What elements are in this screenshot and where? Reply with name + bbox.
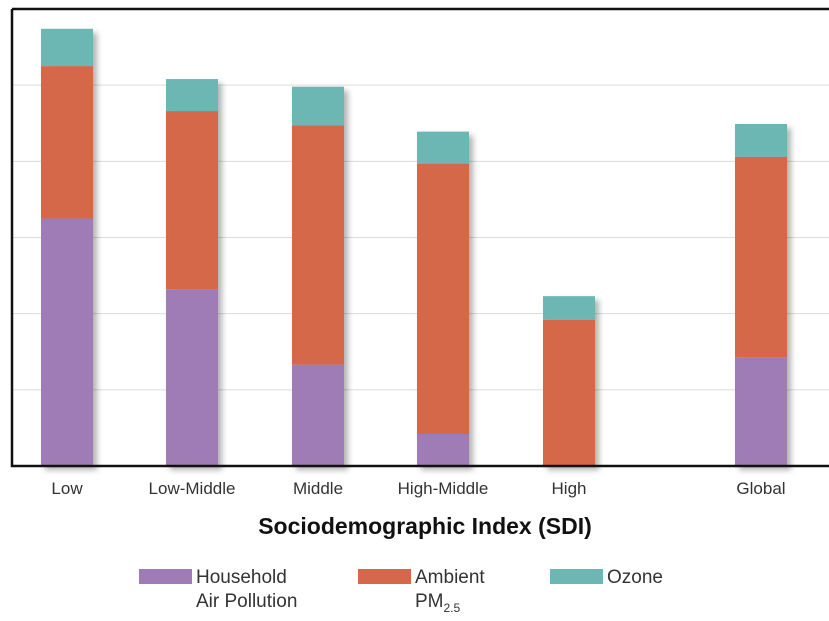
bar-ozone-middle [292, 86, 344, 126]
legend-item-ozone: Ozone [550, 566, 663, 590]
bar-ambient-pm2-5-global [735, 156, 787, 358]
bar-stack-high [543, 296, 595, 466]
bars [41, 28, 787, 466]
x-tick-label-high-middle: High-Middle [398, 479, 489, 498]
bar-household-air-pollution-low-middle [166, 289, 218, 466]
legend-swatch-ozone [550, 569, 603, 584]
legend-item-ambient-pm25: Ambient PM2.5 [358, 566, 485, 620]
bar-stack-low [41, 28, 93, 466]
legend-item-household-air-pollution: Household Air Pollution [139, 566, 297, 614]
legend-swatch-ambient [358, 569, 411, 584]
x-tick-label-global: Global [736, 479, 785, 498]
bar-stack-middle [292, 86, 344, 466]
legend-label-household: Household Air Pollution [196, 567, 298, 612]
legend-label-ozone: Ozone [607, 567, 663, 588]
bar-stack-low-middle [166, 79, 218, 466]
bar-ozone-high-middle [417, 131, 469, 164]
plot-frame [10, 7, 829, 468]
x-axis-title: Sociodemographic Index (SDI) [258, 513, 592, 539]
bar-stack-global [735, 124, 787, 466]
x-tick-labels: Low Low-Middle Middle High-Middle High Global [51, 479, 785, 498]
legend-label-ambient: Ambient PM2.5 [415, 567, 485, 615]
bar-household-air-pollution-middle [292, 364, 344, 466]
bar-ozone-low-middle [166, 79, 218, 112]
legend-swatch-household [139, 569, 192, 584]
bar-ozone-low [41, 28, 93, 67]
bar-household-air-pollution-low [41, 218, 93, 466]
legend: Household Air Pollution Ambient PM2.5 Oz… [0, 566, 829, 621]
bar-ambient-pm2-5-low [41, 66, 93, 219]
x-tick-label-high: High [552, 479, 587, 498]
x-tick-label-low: Low [51, 479, 83, 498]
stacked-bar-chart: Low Low-Middle Middle High-Middle High Global… [10, 7, 829, 539]
bar-household-air-pollution-global [735, 357, 787, 466]
x-tick-label-middle: Middle [293, 479, 343, 498]
bar-ambient-pm2-5-low-middle [166, 111, 218, 290]
bar-ambient-pm2-5-middle [292, 125, 344, 365]
bar-stack-high-middle [417, 131, 469, 466]
x-tick-label-low-middle: Low-Middle [149, 479, 236, 498]
bar-ozone-high [543, 296, 595, 320]
bar-ambient-pm2-5-high [543, 319, 595, 466]
bar-household-air-pollution-high-middle [417, 434, 469, 466]
bar-ozone-global [735, 124, 787, 157]
bar-ambient-pm2-5-high-middle [417, 163, 469, 435]
